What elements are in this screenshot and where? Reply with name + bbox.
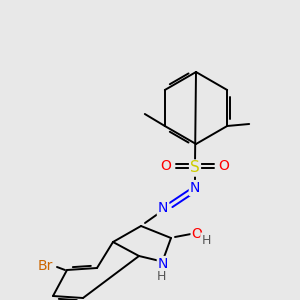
Text: O: O	[160, 159, 171, 173]
Text: H: H	[201, 233, 211, 247]
Text: H: H	[156, 271, 166, 284]
Text: N: N	[190, 181, 200, 195]
Text: N: N	[158, 257, 168, 271]
Text: O: O	[219, 159, 230, 173]
Text: S: S	[190, 160, 200, 175]
Text: O: O	[192, 227, 203, 241]
Text: N: N	[158, 201, 168, 215]
Text: Br: Br	[37, 259, 53, 273]
